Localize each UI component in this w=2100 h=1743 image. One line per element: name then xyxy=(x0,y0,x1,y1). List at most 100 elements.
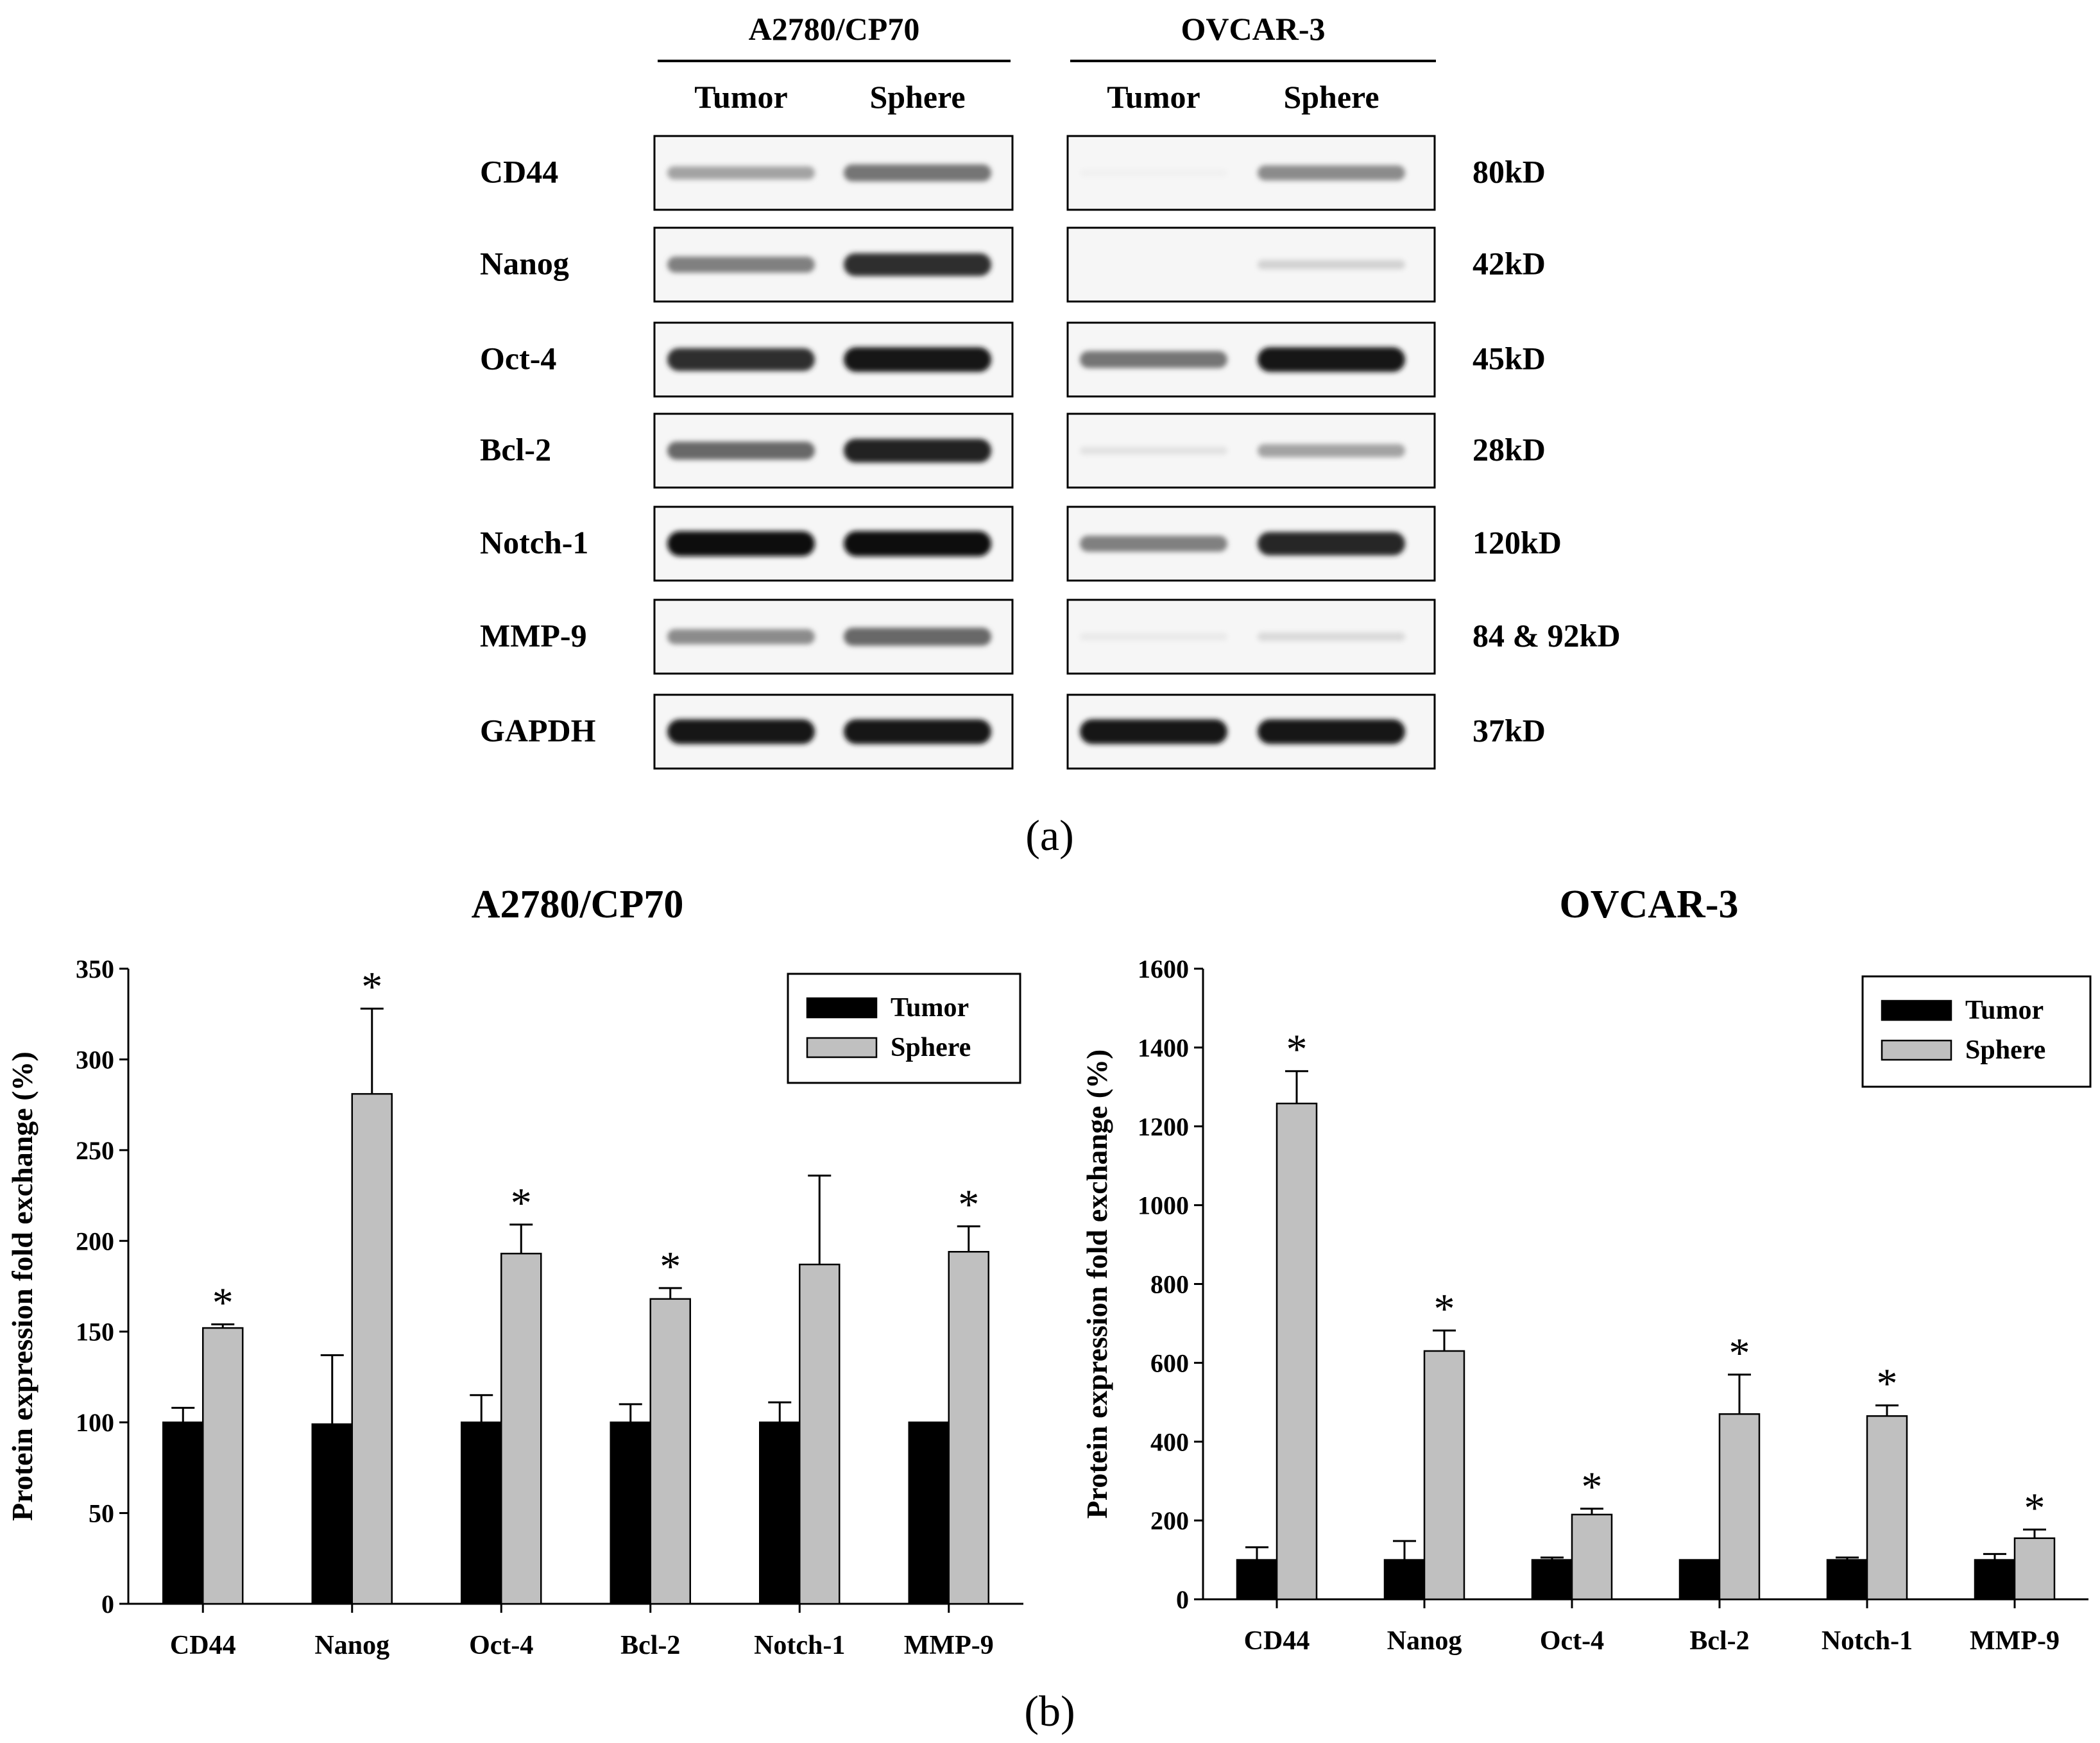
western-blot-panel: A2780/CP70 Tumor Sphere OVCAR-3 Tumor Sphere C… xyxy=(480,11,1621,770)
blot-band xyxy=(667,719,815,744)
y-tick-label: 0 xyxy=(101,1590,114,1619)
blot-band xyxy=(1080,633,1227,641)
y-tick-label: 1200 xyxy=(1138,1112,1189,1141)
bar-tumor xyxy=(1383,1559,1426,1601)
y-tick-label: 350 xyxy=(76,955,114,983)
legend-swatch xyxy=(806,997,878,1019)
significance-marker: * xyxy=(660,1243,681,1290)
legend-swatch xyxy=(1881,999,1952,1021)
significance-marker: * xyxy=(1877,1361,1898,1407)
blot-band xyxy=(844,253,991,276)
blot-band xyxy=(844,439,991,463)
bar-charts: A2780/CP70 0 50 100 150 200 250 300 350 Protein e… xyxy=(6,883,2092,1660)
bar-sphere xyxy=(799,1263,841,1605)
blot-band xyxy=(667,166,815,180)
blot-band xyxy=(1080,536,1227,552)
blot-band xyxy=(844,347,991,372)
bar-sphere xyxy=(1423,1350,1465,1601)
blot-protein-label: Oct-4 xyxy=(480,341,556,377)
bar-sphere xyxy=(1571,1513,1613,1601)
blot-band xyxy=(1258,719,1405,744)
blot-band xyxy=(667,441,815,460)
blot-molecular-weight: 45kD xyxy=(1473,341,1546,377)
x-tick-label: MMP-9 xyxy=(1970,1626,2060,1656)
bar-sphere xyxy=(1866,1415,1908,1601)
x-tick-label: Nanog xyxy=(1387,1626,1462,1656)
blot-band xyxy=(844,531,991,557)
legend-label: Sphere xyxy=(1965,1035,2045,1065)
blot-protein-label: Bcl-2 xyxy=(480,432,551,468)
y-tick-label: 1000 xyxy=(1138,1191,1189,1220)
bar-sphere xyxy=(2013,1537,2056,1601)
significance-marker: * xyxy=(1434,1286,1455,1332)
y-tick-label: 800 xyxy=(1150,1270,1189,1299)
chart-title: A2780/CP70 xyxy=(472,883,684,926)
blot-band xyxy=(1258,260,1405,269)
bar-sphere xyxy=(1718,1413,1761,1601)
blot-band xyxy=(1080,719,1227,744)
x-tick-label: CD44 xyxy=(1244,1626,1310,1656)
y-tick-label: 300 xyxy=(76,1045,114,1074)
bar-sphere xyxy=(948,1251,989,1605)
x-tick-label: Oct-4 xyxy=(1540,1626,1604,1656)
y-tick-label: 200 xyxy=(1150,1506,1189,1535)
blot-molecular-weight: 84 & 92kD xyxy=(1473,618,1621,654)
blot-band xyxy=(1258,532,1405,556)
blot-cell-line-title: A2780/CP70 xyxy=(749,11,920,47)
blot-band xyxy=(1080,169,1227,176)
bar-sphere xyxy=(351,1093,393,1605)
blot-protein-label: Nanog xyxy=(480,246,569,282)
legend-label: Sphere xyxy=(891,1033,971,1062)
blot-protein-label: CD44 xyxy=(480,154,558,190)
y-tick-label: 600 xyxy=(1150,1348,1189,1377)
y-tick-label: 0 xyxy=(1176,1585,1189,1614)
y-tick-label: 200 xyxy=(76,1227,114,1255)
blot-band xyxy=(667,629,815,645)
significance-marker: * xyxy=(2024,1484,2045,1531)
bar-tumor xyxy=(908,1421,950,1605)
blot-band xyxy=(844,164,991,182)
blot-protein-label: Notch-1 xyxy=(480,525,588,561)
bar-sphere xyxy=(202,1327,244,1605)
blot-molecular-weight: 28kD xyxy=(1473,432,1546,468)
y-tick-label: 100 xyxy=(76,1408,114,1437)
blot-band xyxy=(667,257,815,273)
blot-molecular-weight: 42kD xyxy=(1473,246,1546,282)
bar-tumor xyxy=(610,1421,651,1605)
y-tick-label: 250 xyxy=(76,1136,114,1165)
bar-tumor xyxy=(1974,1559,2016,1601)
x-tick-label: Nanog xyxy=(314,1631,389,1660)
x-tick-label: Notch-1 xyxy=(754,1631,845,1660)
bar-sphere xyxy=(1276,1102,1318,1601)
bar-tumor xyxy=(759,1421,801,1605)
legend-label: Tumor xyxy=(891,993,969,1023)
blot-cell-line-title: OVCAR-3 xyxy=(1181,11,1326,47)
blot-column-label: Tumor xyxy=(1107,79,1200,115)
bar-tumor xyxy=(1236,1559,1278,1601)
blot-band xyxy=(667,348,815,371)
y-axis-label: Protein expression fold exchange (%) xyxy=(1080,1050,1113,1519)
bar-tumor xyxy=(311,1423,353,1605)
x-tick-label: Oct-4 xyxy=(469,1631,533,1660)
legend-box xyxy=(1861,975,2092,1088)
blot-molecular-weight: 37kD xyxy=(1473,713,1546,749)
y-tick-label: 150 xyxy=(76,1318,114,1347)
blot-protein-label: MMP-9 xyxy=(480,618,587,654)
blot-band xyxy=(1258,632,1405,642)
y-tick-label: 400 xyxy=(1150,1427,1189,1456)
panel-a-label: (a) xyxy=(1025,811,1073,860)
significance-marker: * xyxy=(1582,1464,1603,1511)
significance-marker: * xyxy=(212,1279,234,1326)
blot-band xyxy=(1258,165,1405,181)
blot-band xyxy=(1080,351,1227,368)
bar-sphere xyxy=(500,1252,542,1605)
y-axis-label: Protein expression fold exchange (%) xyxy=(6,1051,38,1521)
chart-title: OVCAR-3 xyxy=(1560,883,1739,926)
bar-sphere xyxy=(649,1298,691,1605)
blot-band xyxy=(844,719,991,744)
legend-swatch xyxy=(806,1037,878,1059)
blot-protein-label: GAPDH xyxy=(480,713,596,749)
y-tick-label: 1400 xyxy=(1138,1033,1189,1062)
x-tick-label: CD44 xyxy=(170,1631,236,1660)
